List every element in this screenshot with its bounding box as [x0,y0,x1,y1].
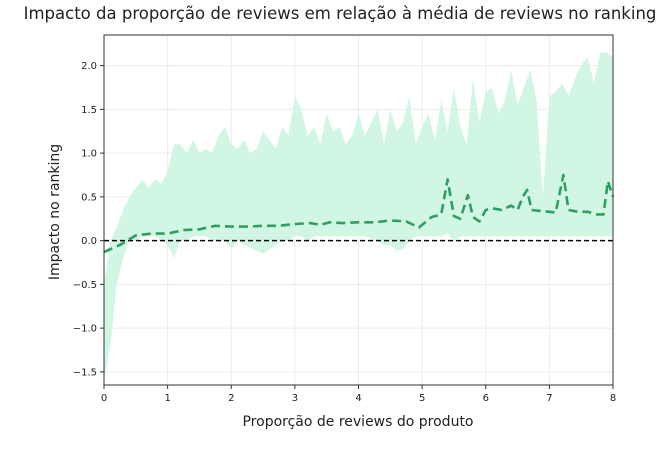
x-tick-label: 7 [546,393,552,404]
x-tick-label: 8 [610,393,616,404]
chart-title: Impacto da proporção de reviews em relaç… [24,4,657,23]
y-tick-label: −0.5 [73,280,97,291]
y-tick-label: 0.0 [81,236,97,247]
x-tick-label: 6 [483,393,489,404]
x-tick-label: 2 [228,393,234,404]
x-tick-label: 3 [292,393,298,404]
series-line [103,173,615,254]
y-tick-label: 2.0 [81,61,97,72]
x-tick-label: 0 [101,393,107,404]
confidence-band-area [104,52,613,381]
y-tick-label: −1.5 [73,367,97,378]
y-tick-label: 1.0 [81,149,97,160]
y-axis-ticks: −1.5 −1.0 −0.5 0.0 0.5 1.0 1.5 2.0 [73,61,104,378]
x-tick-label: 4 [355,393,361,404]
series [103,173,615,254]
y-axis-label: Impacto no ranking [47,144,63,280]
y-tick-label: −1.0 [73,324,97,335]
x-tick-label: 5 [419,393,425,404]
x-axis-label: Proporção de reviews do produto [242,414,473,430]
y-tick-label: 1.5 [81,105,97,116]
confidence-band [104,52,613,381]
y-tick-label: 0.5 [81,192,97,203]
x-tick-label: 1 [164,393,170,404]
x-axis-ticks: 0 1 2 3 4 5 6 7 8 [101,385,616,404]
